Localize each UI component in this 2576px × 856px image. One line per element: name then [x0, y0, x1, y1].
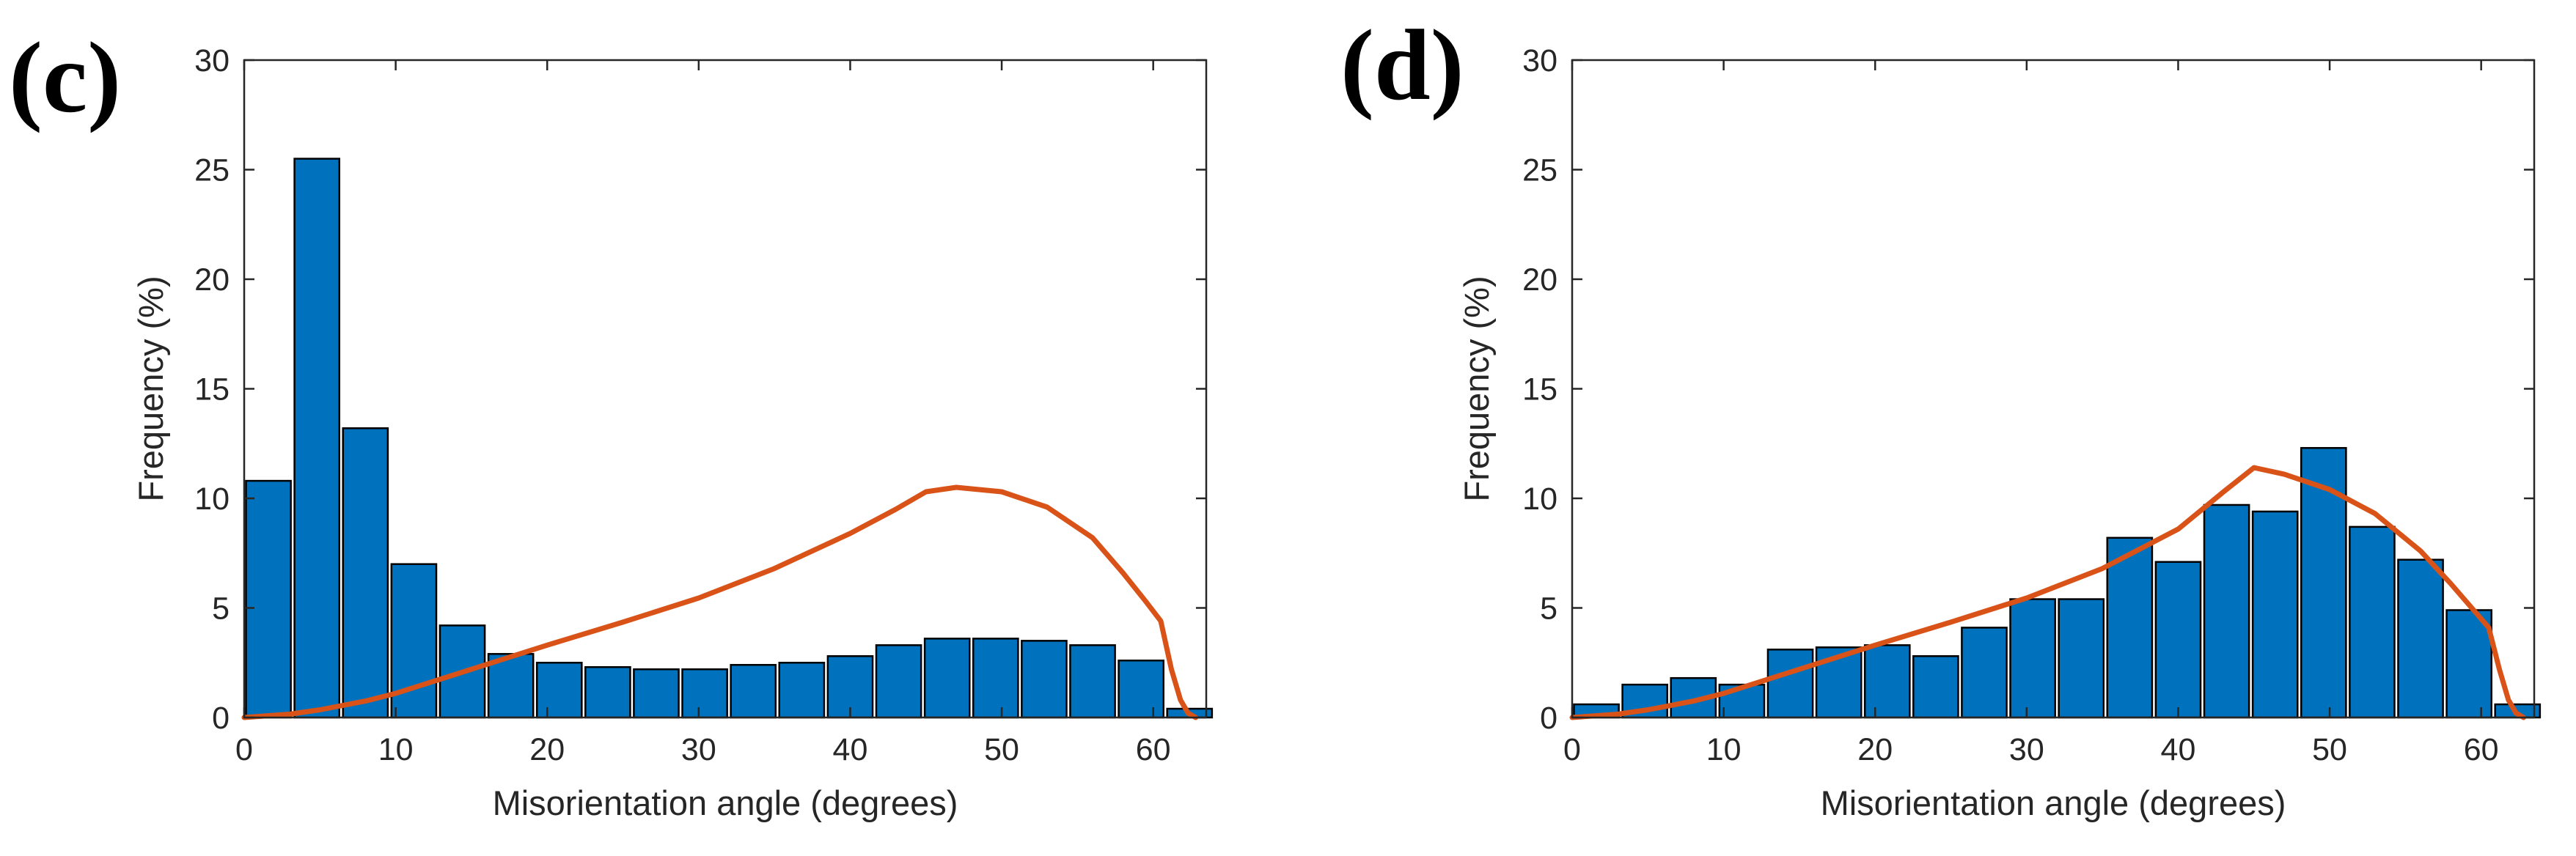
histogram-bar	[923, 638, 971, 719]
histogram-bar	[1118, 660, 1164, 719]
histogram-bar	[1069, 644, 1116, 719]
histogram-bar	[2203, 503, 2250, 719]
histogram-bar	[2445, 609, 2492, 719]
x-tick-label: 40	[2161, 732, 2196, 767]
x-tick-label: 30	[2009, 732, 2044, 767]
x-axis-title: Misorientation angle (degrees)	[1821, 783, 2286, 822]
y-axis-title: Frequency (%)	[1457, 276, 1496, 501]
y-tick-label: 15	[1522, 372, 1557, 407]
histogram-bar	[2009, 598, 2056, 719]
histogram-bar	[535, 662, 583, 719]
histogram-bar	[2251, 510, 2299, 719]
x-tick-label: 50	[2312, 732, 2347, 767]
y-tick-label: 0	[212, 701, 230, 736]
x-axis-title: Misorientation angle (degrees)	[493, 783, 958, 822]
y-tick-label: 10	[1522, 482, 1557, 517]
y-tick-label: 10	[194, 482, 230, 517]
histogram-bar	[1961, 627, 2008, 719]
histogram-bar	[1766, 649, 1814, 719]
histogram-bar	[730, 663, 777, 719]
histogram-bar	[2106, 536, 2154, 719]
random-distribution-curve	[241, 484, 1198, 720]
histogram-bar	[875, 644, 922, 719]
y-tick-label: 20	[1522, 262, 1557, 298]
x-tick-label: 60	[2464, 732, 2499, 767]
histogram-bar	[245, 479, 292, 719]
histogram-bar	[2154, 561, 2202, 719]
histogram-bar	[681, 668, 728, 719]
panel-label: (d)	[1340, 9, 1464, 121]
y-tick-label: 5	[212, 591, 230, 627]
x-tick-label: 20	[529, 732, 565, 767]
x-tick-label: 10	[1706, 732, 1742, 767]
histogram-bar	[1021, 640, 1068, 719]
x-tick-label: 0	[1563, 732, 1581, 767]
y-axis-title: Frequency (%)	[131, 276, 170, 501]
x-tick-label: 10	[378, 732, 414, 767]
histogram-bar	[2397, 558, 2444, 719]
x-tick-label: 30	[681, 732, 716, 767]
histogram-bar	[342, 427, 389, 719]
y-tick-label: 0	[1540, 701, 1557, 736]
histogram-bar	[633, 668, 680, 719]
histogram-bar	[2349, 525, 2396, 719]
histogram-bar	[584, 665, 631, 719]
histogram-bar	[2058, 598, 2105, 719]
histogram-bar	[1863, 644, 1911, 719]
x-tick-label: 20	[1857, 732, 1893, 767]
histogram-bar	[293, 158, 341, 719]
histogram-bar	[972, 638, 1019, 719]
y-tick-label: 30	[1522, 43, 1557, 78]
panel-label: (c)	[9, 21, 121, 133]
histogram-bar	[778, 662, 826, 719]
chart-panel-d: (d) 0 10 20 30 40 50 60 0 5 10 15 20 25 30 Misorientati…	[1340, 9, 2542, 822]
y-tick-label: 30	[194, 43, 230, 78]
x-tick-label: 0	[235, 732, 253, 767]
random-distribution-curve	[1569, 465, 2526, 720]
histogram-bar	[1912, 655, 1959, 719]
x-tick-label: 60	[1136, 732, 1171, 767]
y-tick-label: 15	[194, 372, 230, 407]
y-tick-label: 20	[194, 262, 230, 298]
x-tick-label: 40	[833, 732, 868, 767]
y-tick-label: 5	[1540, 591, 1557, 627]
chart-panel-c: (c) 0 10 20 30 40 50 60 0 5 10 15 20 25 30 Misorientati…	[9, 21, 1214, 822]
y-tick-label: 25	[1522, 153, 1557, 188]
y-tick-label: 25	[194, 153, 230, 188]
x-tick-label: 50	[984, 732, 1019, 767]
